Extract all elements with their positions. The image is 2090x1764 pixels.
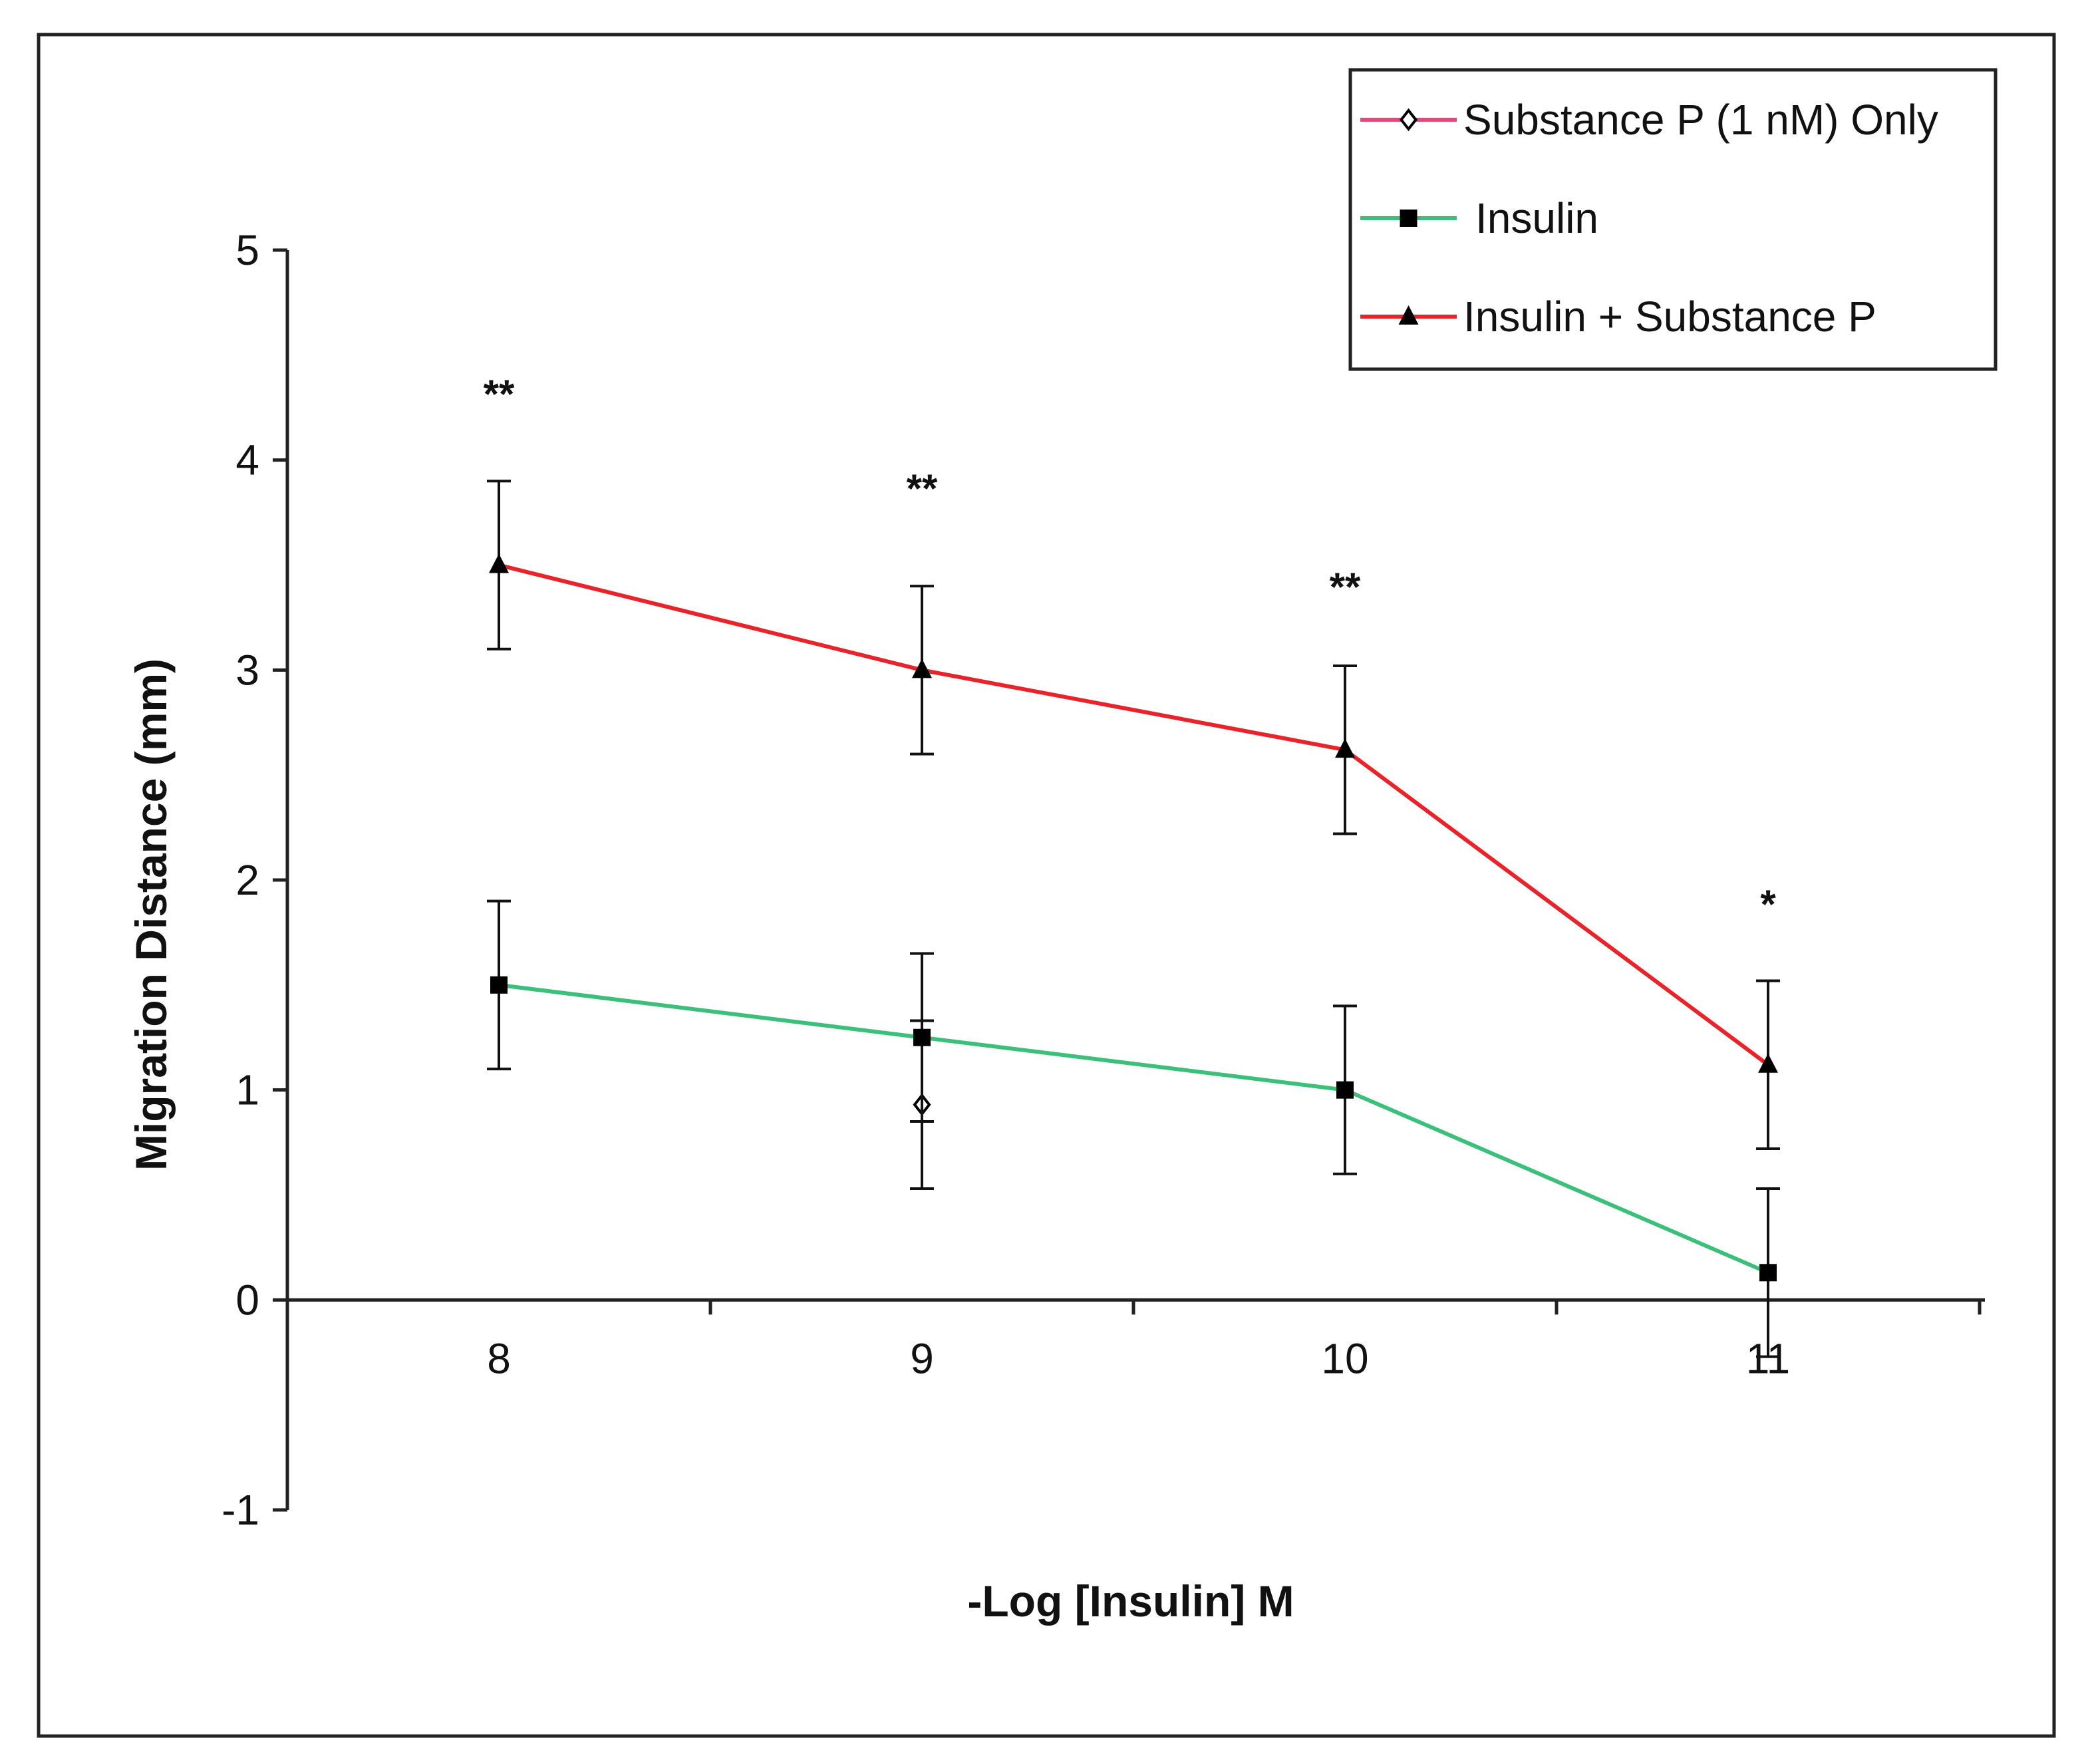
data-point xyxy=(912,659,932,678)
legend-marker xyxy=(1400,210,1418,227)
y-tick-label: 4 xyxy=(235,436,259,484)
legend-label: Insulin + Substance P xyxy=(1463,293,1876,341)
legend-marker xyxy=(1398,305,1419,325)
data-point xyxy=(913,1028,931,1046)
data-point xyxy=(1335,738,1355,758)
series-line xyxy=(498,982,1769,1275)
significance-label: ** xyxy=(1330,565,1361,609)
x-tick-label: 10 xyxy=(1321,1334,1368,1382)
data-point xyxy=(489,553,509,573)
y-axis-title: Migration Distance (mm) xyxy=(126,659,176,1171)
significance-label: * xyxy=(1760,882,1776,927)
series-line xyxy=(498,563,1769,1067)
y-tick-label: 0 xyxy=(235,1276,259,1324)
data-point xyxy=(1336,1081,1354,1099)
series-insulin xyxy=(487,899,1780,1358)
legend: Substance P (1 nM) Only Insulin Insulin + … xyxy=(1348,68,1998,371)
data-point xyxy=(1758,1053,1778,1073)
data-point xyxy=(490,976,508,994)
legend-label: Insulin xyxy=(1475,194,1598,242)
data-point xyxy=(1759,1264,1777,1282)
y-tick-label: -1 xyxy=(222,1486,259,1534)
x-tick-label: 8 xyxy=(487,1334,511,1382)
y-tick-label: 5 xyxy=(235,226,259,274)
y-tick-label: 2 xyxy=(235,856,259,904)
series-insulin-plus-substance-p xyxy=(487,480,1780,1151)
legend-label: Substance P (1 nM) Only xyxy=(1463,96,1938,144)
x-axis-title: -Log [Insulin] M xyxy=(967,1576,1294,1626)
x-tick-label: 9 xyxy=(910,1334,934,1382)
y-tick-label: 1 xyxy=(235,1066,259,1114)
significance-label: ** xyxy=(484,372,515,416)
significance-label: ** xyxy=(907,466,938,511)
legend-marker xyxy=(1399,108,1418,132)
y-tick-label: 3 xyxy=(235,646,259,694)
legend-box xyxy=(1348,68,1998,371)
